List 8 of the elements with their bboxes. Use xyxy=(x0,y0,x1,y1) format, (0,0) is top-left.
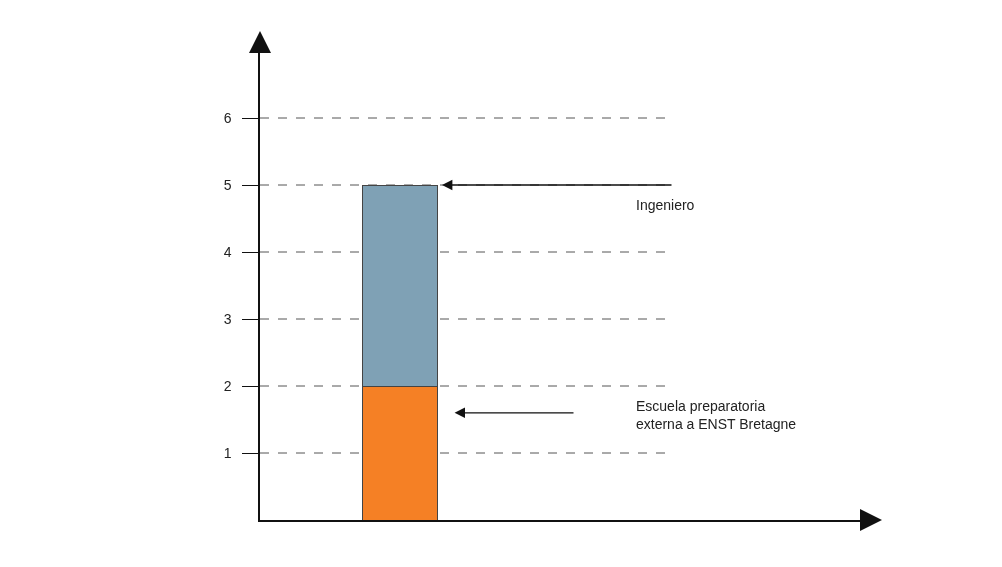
y-tick-label: 6 xyxy=(223,109,232,126)
annotation: Ingeniero xyxy=(636,197,695,213)
y-tick-label: 5 xyxy=(223,176,232,193)
y-tick-label: 4 xyxy=(223,243,232,260)
y-tick-label: 1 xyxy=(223,444,232,461)
annotation: Escuela preparatoria externa a ENST Bretagne xyxy=(636,398,797,433)
y-tick-label: 2 xyxy=(223,377,232,394)
y-tick-label: 3 xyxy=(223,310,232,327)
